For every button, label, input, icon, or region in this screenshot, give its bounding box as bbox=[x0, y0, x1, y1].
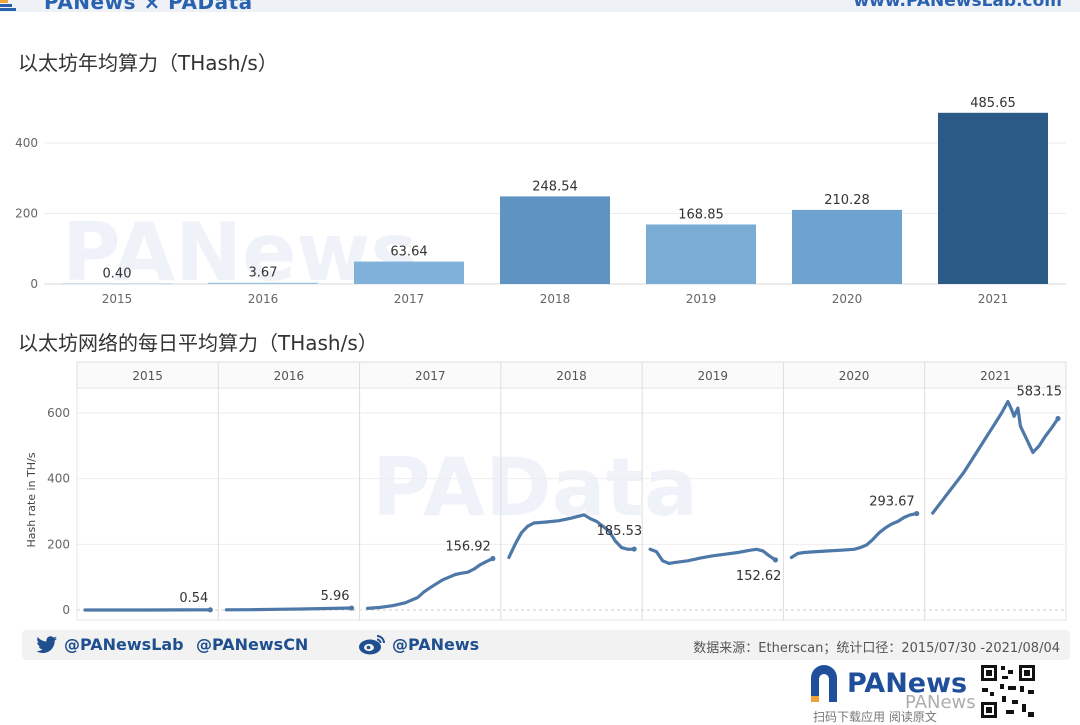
panel-header-label: 2020 bbox=[839, 369, 870, 383]
scan-hint: 扫码下载应用 阅读原文 bbox=[813, 708, 937, 725]
line-end-point bbox=[349, 605, 354, 610]
bar-2016 bbox=[208, 283, 318, 284]
weibo-handle: @PANews bbox=[392, 635, 479, 654]
qr-code-icon[interactable] bbox=[978, 662, 1038, 721]
line-end-label: 293.67 bbox=[869, 495, 915, 510]
line-ytick-label: 400 bbox=[47, 472, 70, 486]
panel-header-label: 2018 bbox=[556, 369, 587, 383]
line-end-point bbox=[632, 546, 637, 551]
bar-value-label: 248.54 bbox=[532, 179, 578, 194]
line-ytick-label: 600 bbox=[47, 406, 70, 420]
bar-value-label: 63.64 bbox=[390, 245, 427, 260]
bar-category-label: 2018 bbox=[540, 292, 571, 306]
bar-value-label: 168.85 bbox=[678, 207, 724, 222]
panel-header-label: 2019 bbox=[698, 369, 729, 383]
line-series-2020 bbox=[791, 514, 916, 558]
bar-2021 bbox=[938, 113, 1048, 284]
bar-category-label: 2015 bbox=[102, 292, 133, 306]
twitter-icon bbox=[36, 636, 58, 654]
line-y-axis-label: Hash rate in TH/s bbox=[25, 452, 38, 547]
line-end-point bbox=[773, 557, 778, 562]
bar-category-label: 2019 bbox=[686, 292, 717, 306]
line-ytick-label: 0 bbox=[62, 603, 70, 617]
line-end-label: 156.92 bbox=[445, 539, 491, 554]
line-end-label: 583.15 bbox=[1017, 385, 1063, 400]
panews-watermark: PANews bbox=[62, 206, 418, 299]
line-end-label: 0.54 bbox=[179, 591, 208, 606]
line-series-2017 bbox=[368, 559, 493, 609]
weibo-icon bbox=[358, 634, 386, 656]
bar-2019 bbox=[646, 224, 756, 284]
line-series-2016 bbox=[226, 608, 351, 610]
panel-header-label: 2021 bbox=[980, 369, 1011, 383]
line-end-point bbox=[208, 607, 213, 612]
bar-category-label: 2016 bbox=[248, 292, 279, 306]
line-end-label: 5.96 bbox=[321, 589, 350, 604]
bar-2018 bbox=[500, 196, 610, 284]
panews-logo-icon bbox=[807, 664, 841, 704]
line-end-point bbox=[490, 556, 495, 561]
bar-2015 bbox=[62, 283, 172, 284]
line-series-2019 bbox=[650, 549, 775, 563]
bar-value-label: 0.40 bbox=[103, 266, 132, 281]
twitter-handle-1: @PANewsLab bbox=[64, 635, 184, 654]
bar-value-label: 485.65 bbox=[970, 96, 1016, 111]
padata-watermark: PAData bbox=[372, 441, 698, 534]
bar-category-label: 2020 bbox=[832, 292, 863, 306]
twitter-handle-2: @PANewsCN bbox=[196, 635, 308, 654]
panel-header-label: 2016 bbox=[274, 369, 305, 383]
data-source-note: 数据来源：Etherscan；统计口径：2015/07/30 -2021/08/… bbox=[693, 637, 1060, 656]
bar-ytick-label: 400 bbox=[15, 136, 38, 150]
line-series-2021 bbox=[933, 402, 1058, 514]
bottom-brand: PANews PANews 扫码下载应用 阅读原文 bbox=[805, 662, 1080, 721]
bar-ytick-label: 200 bbox=[15, 207, 38, 221]
line-end-label: 185.53 bbox=[597, 524, 643, 539]
line-end-point bbox=[1055, 416, 1060, 421]
line-end-point bbox=[914, 511, 919, 516]
panel-header-label: 2017 bbox=[415, 369, 446, 383]
bar-ytick-label: 0 bbox=[30, 277, 38, 291]
panel-header-label: 2015 bbox=[132, 369, 163, 383]
line-ytick-label: 200 bbox=[47, 537, 70, 551]
bar-category-label: 2021 bbox=[978, 292, 1009, 306]
bar-value-label: 3.67 bbox=[249, 266, 278, 281]
bar-value-label: 210.28 bbox=[824, 193, 870, 208]
bar-2020 bbox=[792, 210, 902, 284]
bar-2017 bbox=[354, 262, 464, 284]
line-end-label: 152.62 bbox=[736, 569, 782, 584]
bar-category-label: 2017 bbox=[394, 292, 425, 306]
footer-bar: @PANewsLab @PANewsCN @PANews 数据来源：Ethers… bbox=[22, 630, 1070, 660]
